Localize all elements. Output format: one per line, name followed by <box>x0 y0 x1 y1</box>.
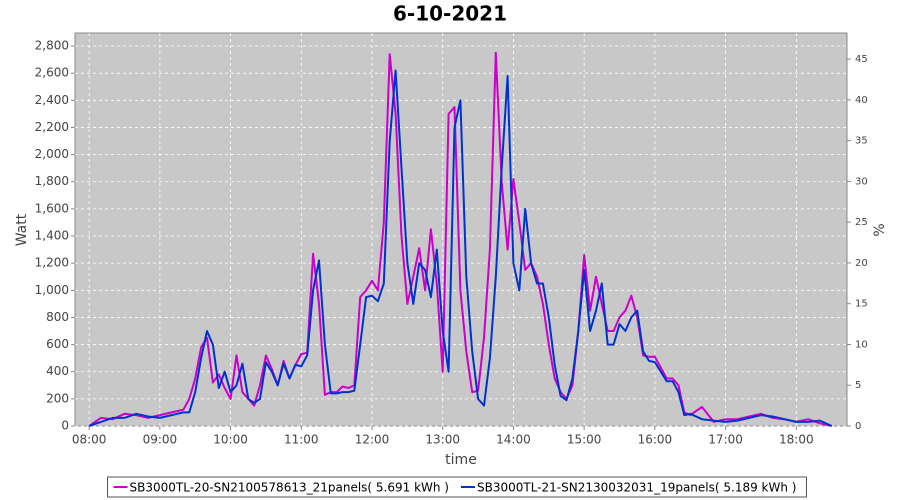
legend-label: SB3000TL-21-SN2130032031_19panels( 5.189… <box>477 481 796 495</box>
x-tick-label: 15:00 <box>567 433 602 447</box>
x-tick-label: 18:00 <box>779 433 814 447</box>
y-tick-label: 2,200 <box>35 120 69 134</box>
series-line <box>88 51 832 427</box>
y-tick-label: 800 <box>46 310 69 324</box>
y-tick-label: 2,000 <box>35 147 69 161</box>
y2-tick-label: 25 <box>855 217 868 228</box>
y2-tick-label: 10 <box>855 339 868 350</box>
x-tick-label: 14:00 <box>496 433 531 447</box>
y-tick-label: 600 <box>46 337 69 351</box>
y-tick-label: 2,800 <box>35 39 69 53</box>
y-tick-label: 1,200 <box>35 256 69 270</box>
x-tick-label: 16:00 <box>638 433 673 447</box>
y2-tick-label: 0 <box>855 421 861 432</box>
legend-label: SB3000TL-20-SN2100578613_21panels( 5.691… <box>130 481 449 495</box>
y2-tick-label: 35 <box>855 136 868 147</box>
legend: SB3000TL-20-SN2100578613_21panels( 5.691… <box>107 476 807 498</box>
chart-title: 6-10-2021 <box>393 2 507 26</box>
plot-area <box>74 32 848 427</box>
y-tick-label: 1,400 <box>35 229 69 243</box>
x-tick-label: 09:00 <box>143 433 178 447</box>
y2-axis-label: % <box>872 223 888 236</box>
y-tick-label: 1,000 <box>35 283 69 297</box>
x-axis-label: time <box>445 452 477 468</box>
y2-tick-label: 45 <box>855 54 868 65</box>
legend-box <box>107 476 807 498</box>
series-line <box>88 69 833 427</box>
y2-tick-label: 30 <box>855 176 868 187</box>
y-tick-label: 1,600 <box>35 201 69 215</box>
x-tick-label: 12:00 <box>355 433 390 447</box>
y-tick-label: 2,600 <box>35 66 69 80</box>
y2-tick-label: 15 <box>855 299 868 310</box>
y2-tick-label: 20 <box>855 258 868 269</box>
x-tick-label: 10:00 <box>213 433 248 447</box>
y2-tick-label: 40 <box>855 95 868 106</box>
x-tick-label: 08:00 <box>72 433 107 447</box>
y2-tick-label: 5 <box>855 380 861 391</box>
y-tick-label: 1,800 <box>35 174 69 188</box>
x-tick-label: 11:00 <box>284 433 319 447</box>
y-tick-label: 2,400 <box>35 93 69 107</box>
y-tick-label: 0 <box>61 419 69 433</box>
x-tick-label: 17:00 <box>708 433 743 447</box>
y-tick-label: 400 <box>46 364 69 378</box>
y-axis-label: Watt <box>14 213 30 246</box>
x-tick-label: 13:00 <box>425 433 460 447</box>
y-tick-label: 200 <box>46 391 69 405</box>
